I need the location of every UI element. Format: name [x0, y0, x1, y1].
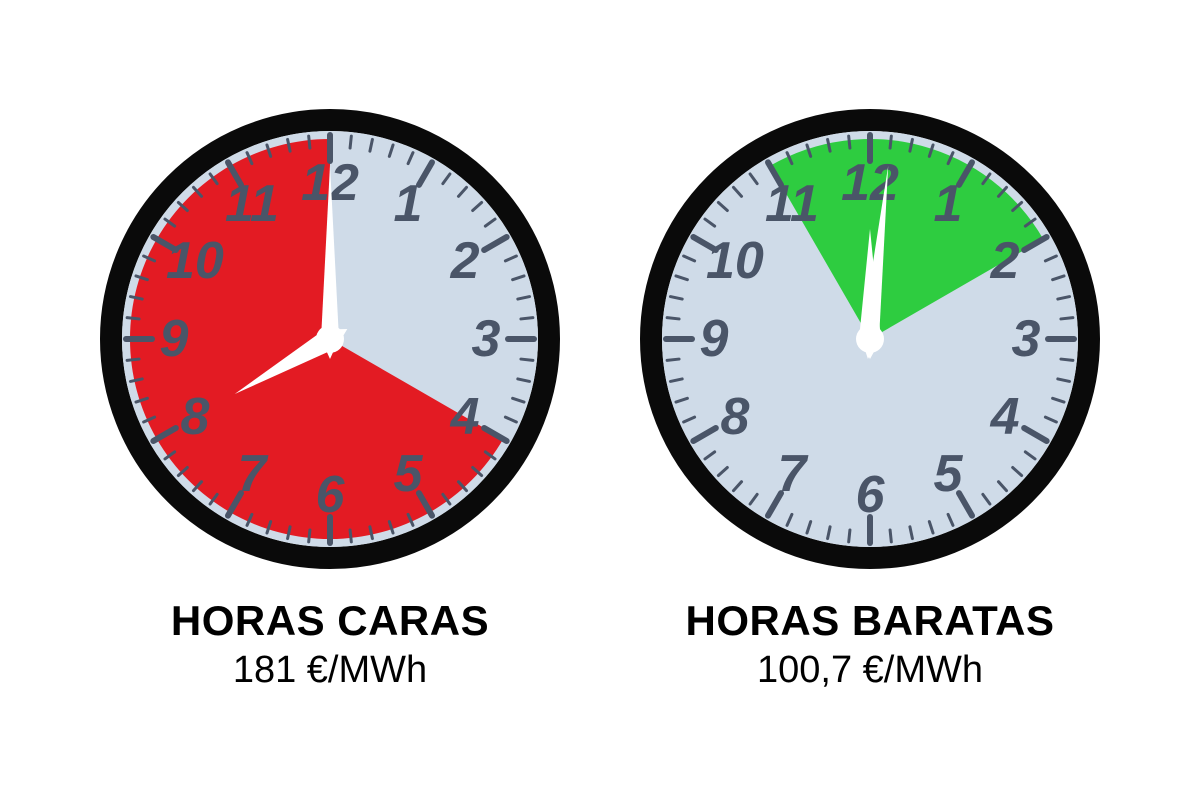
expensive-title: HORAS CARAS — [171, 597, 489, 645]
svg-text:5: 5 — [934, 445, 964, 503]
svg-text:3: 3 — [1012, 310, 1041, 368]
expensive-hours-panel: 123456789101112 HORAS CARAS 181 €/MWh — [100, 109, 560, 692]
cheap-caption: HORAS BARATAS 100,7 €/MWh — [686, 597, 1055, 692]
svg-text:10: 10 — [706, 232, 764, 290]
svg-text:2: 2 — [990, 232, 1020, 290]
svg-text:11: 11 — [225, 174, 279, 232]
expensive-clock: 123456789101112 — [100, 109, 560, 569]
svg-text:9: 9 — [160, 310, 189, 368]
cheap-clock: 123456789101112 — [640, 109, 1100, 569]
svg-text:3: 3 — [472, 310, 501, 368]
expensive-caption: HORAS CARAS 181 €/MWh — [171, 597, 489, 692]
svg-text:9: 9 — [700, 310, 729, 368]
svg-text:6: 6 — [316, 466, 346, 524]
cheap-price: 100,7 €/MWh — [686, 649, 1055, 692]
svg-text:1: 1 — [934, 174, 963, 232]
svg-text:7: 7 — [778, 445, 809, 503]
svg-text:4: 4 — [450, 388, 480, 446]
cheap-clock-svg: 123456789101112 — [640, 109, 1100, 569]
cheap-title: HORAS BARATAS — [686, 597, 1055, 645]
svg-text:6: 6 — [856, 466, 886, 524]
svg-text:8: 8 — [720, 388, 749, 446]
svg-text:8: 8 — [180, 388, 209, 446]
svg-text:5: 5 — [394, 445, 424, 503]
expensive-clock-svg: 123456789101112 — [100, 109, 560, 569]
svg-text:1: 1 — [394, 174, 423, 232]
svg-text:4: 4 — [990, 388, 1020, 446]
cheap-hours-panel: 123456789101112 HORAS BARATAS 100,7 €/MW… — [640, 109, 1100, 692]
svg-text:7: 7 — [238, 445, 269, 503]
svg-text:11: 11 — [765, 174, 819, 232]
svg-text:2: 2 — [450, 232, 480, 290]
svg-text:12: 12 — [841, 154, 899, 212]
expensive-price: 181 €/MWh — [171, 649, 489, 692]
svg-text:10: 10 — [166, 232, 224, 290]
